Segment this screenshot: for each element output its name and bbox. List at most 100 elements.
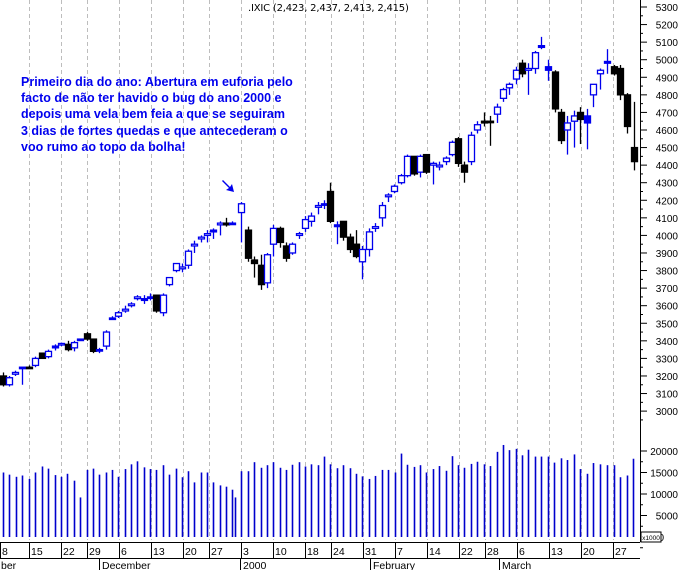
price-candles: [0, 36, 639, 387]
candle: [397, 173, 406, 185]
svg-text:20: 20: [583, 546, 595, 558]
candle: [165, 276, 174, 287]
svg-text:4100: 4100: [656, 214, 679, 225]
candle: [127, 302, 136, 308]
svg-text:22: 22: [63, 546, 75, 558]
svg-text:x1000: x1000: [642, 535, 660, 542]
candle: [197, 235, 206, 243]
candle: [25, 365, 34, 370]
candle: [38, 352, 47, 360]
svg-text:6: 6: [519, 546, 525, 558]
candle: [512, 66, 521, 85]
candle: [339, 220, 348, 241]
svg-text:4600: 4600: [656, 126, 679, 137]
candle: [442, 156, 451, 166]
candle: [152, 294, 161, 313]
svg-text:December: December: [102, 560, 151, 570]
candle: [499, 87, 508, 102]
svg-text:5200: 5200: [656, 21, 679, 32]
svg-text:3600: 3600: [656, 302, 679, 313]
candle: [551, 70, 560, 113]
candle: [5, 375, 14, 387]
svg-text:February: February: [373, 560, 416, 570]
candle: [333, 221, 342, 245]
svg-text:3200: 3200: [656, 372, 679, 383]
candle: [596, 68, 605, 90]
annotation-line: 3 dias de fortes quedas e que antecedera…: [21, 123, 288, 138]
candle: [384, 193, 393, 203]
candle: [108, 316, 117, 321]
candle: [282, 242, 291, 262]
candle: [505, 82, 514, 95]
candle: [531, 50, 540, 74]
candle: [76, 338, 85, 342]
svg-text:ber: ber: [1, 560, 17, 570]
candle: [448, 140, 457, 157]
candle: [184, 249, 193, 269]
candle: [576, 107, 585, 145]
candle: [0, 372, 8, 387]
svg-text:7: 7: [397, 546, 403, 558]
candle: [390, 184, 399, 194]
candle: [250, 256, 259, 278]
candle: [603, 49, 612, 74]
svg-text:20000: 20000: [650, 447, 678, 458]
svg-text:4200: 4200: [656, 196, 679, 207]
svg-text:8: 8: [2, 546, 8, 558]
candle: [51, 344, 60, 351]
svg-text:3100: 3100: [656, 390, 679, 401]
svg-text:3300: 3300: [656, 354, 679, 365]
svg-text:3700: 3700: [656, 284, 679, 295]
candle: [518, 59, 527, 78]
candle: [589, 83, 598, 108]
annotation-line: depois uma vela bem feia a que se seguir…: [21, 107, 285, 122]
candle: [314, 202, 323, 215]
svg-text:3500: 3500: [656, 319, 679, 330]
svg-text:28: 28: [487, 546, 499, 558]
svg-text:4300: 4300: [656, 179, 679, 190]
candle: [237, 202, 246, 243]
candle: [95, 347, 104, 354]
candle: [64, 340, 73, 352]
svg-text:20: 20: [185, 546, 197, 558]
candle: [371, 223, 380, 232]
candle: [467, 131, 476, 166]
candle: [623, 93, 632, 134]
candle: [288, 242, 297, 255]
candle: [403, 154, 412, 178]
candle: [276, 226, 285, 248]
candle: [44, 349, 53, 359]
candle: [102, 330, 111, 350]
candle: [83, 332, 92, 341]
candle: [307, 212, 316, 227]
candle: [630, 101, 639, 171]
svg-text:22: 22: [461, 546, 473, 558]
svg-text:4500: 4500: [656, 144, 679, 155]
candle: [57, 342, 66, 347]
svg-text:4400: 4400: [656, 161, 679, 172]
candle: [610, 64, 619, 76]
annotation-line: voo rumo ao topo da bolha!: [21, 139, 186, 154]
svg-text:3800: 3800: [656, 267, 679, 278]
svg-text:14: 14: [429, 546, 441, 558]
arrow-marker-icon: [222, 180, 234, 192]
candle: [583, 108, 592, 150]
candle: [358, 245, 367, 280]
candle: [486, 115, 495, 146]
candle: [203, 230, 212, 243]
svg-text:10000: 10000: [650, 490, 678, 501]
svg-text:18: 18: [307, 546, 319, 558]
candle: [460, 161, 469, 183]
candle: [473, 121, 482, 134]
volume-bars: [2, 444, 635, 537]
candle: [263, 252, 272, 289]
candle: [480, 112, 489, 127]
candle: [222, 217, 231, 227]
candle: [70, 340, 79, 352]
svg-text:13: 13: [153, 546, 165, 558]
candle: [244, 226, 253, 262]
svg-text:4800: 4800: [656, 91, 679, 102]
svg-text:5100: 5100: [656, 38, 679, 49]
candle: [570, 110, 579, 148]
